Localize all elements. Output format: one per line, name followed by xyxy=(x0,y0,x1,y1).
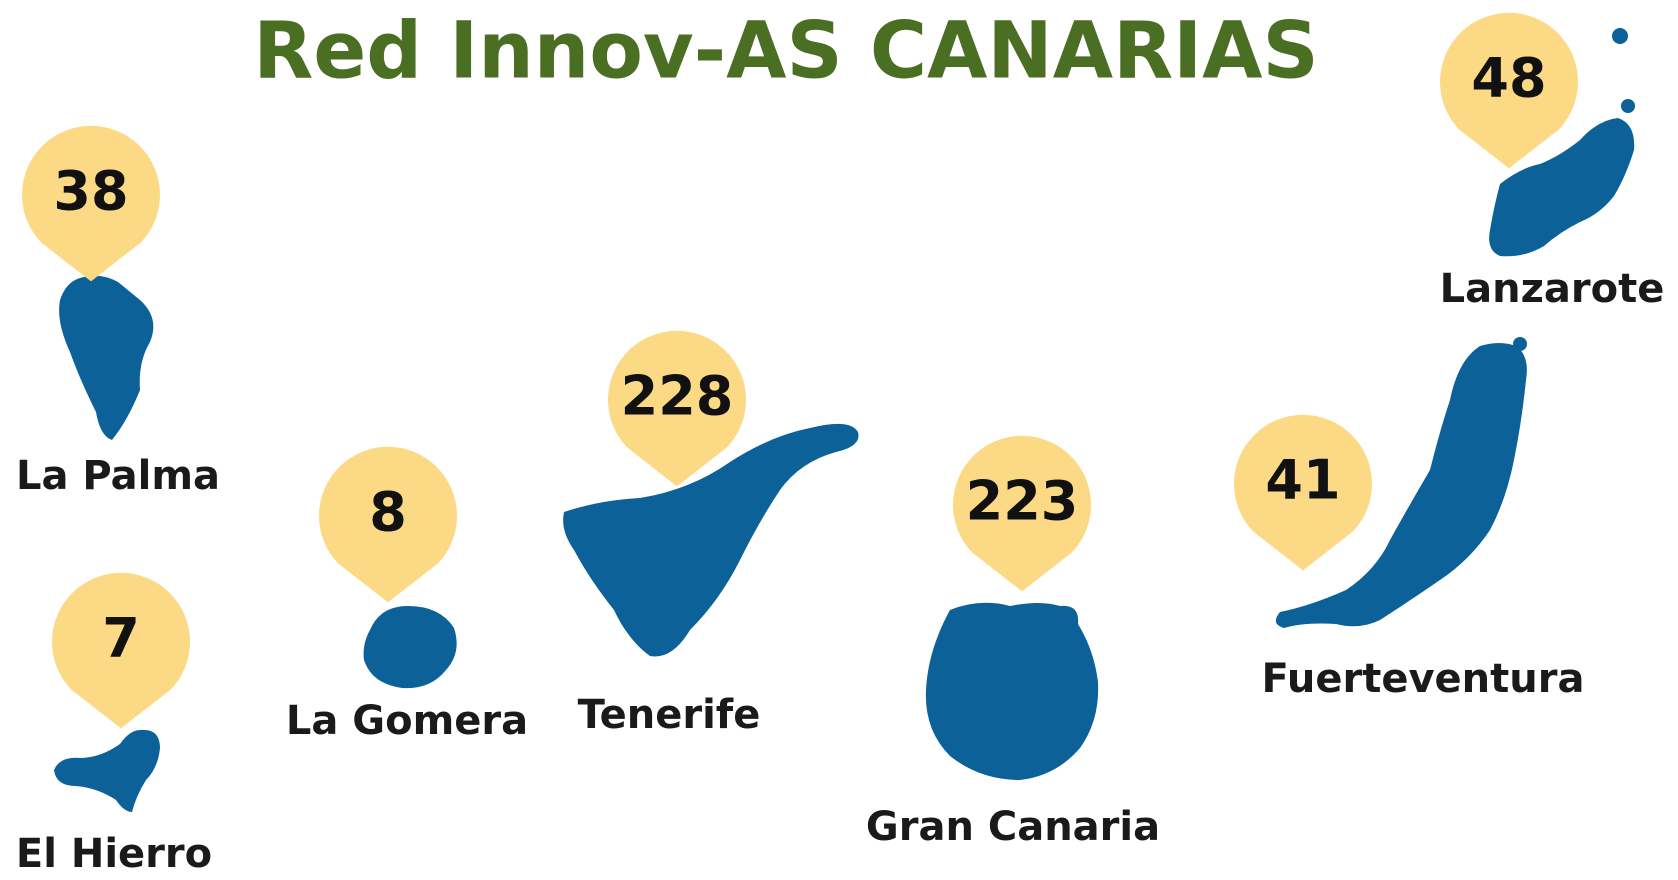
pin-count: 8 xyxy=(369,481,407,544)
pin-marker xyxy=(21,125,160,282)
pin-marker xyxy=(1234,414,1372,571)
map-title: Red Innov-AS CANARIAS xyxy=(253,6,1318,96)
island-label: Fuerteventura xyxy=(1262,656,1585,702)
pin-count: 38 xyxy=(53,160,128,223)
islands xyxy=(54,28,1635,812)
island-la-gomera xyxy=(363,606,457,689)
pin-count: 41 xyxy=(1265,449,1340,512)
pin-marker xyxy=(1440,12,1578,169)
islet xyxy=(1621,99,1635,113)
islet xyxy=(1612,28,1628,44)
pin-count: 7 xyxy=(102,607,140,670)
pin-count: 48 xyxy=(1471,47,1546,110)
island-fuerteventura xyxy=(1275,343,1527,628)
island-lanzarote xyxy=(1489,118,1635,257)
island-label: Gran Canaria xyxy=(866,804,1160,850)
island-label: El Hierro xyxy=(16,831,212,877)
island-gran-canaria xyxy=(925,602,1099,780)
island-label: La Palma xyxy=(16,453,220,499)
pin-count: 223 xyxy=(966,470,1079,533)
island-label: Tenerife xyxy=(578,692,761,738)
pins: 38 La Palma 7 El Hierro 8 La Gomera 228 Tenerif… xyxy=(16,12,1665,877)
pin-marker xyxy=(607,330,746,487)
island-label: La Gomera xyxy=(286,698,528,744)
pin-count: 228 xyxy=(621,365,734,428)
island-tenerife xyxy=(563,423,859,657)
island-la-palma xyxy=(59,275,154,440)
pin-marker xyxy=(52,572,190,729)
island-el-hierro xyxy=(54,729,160,812)
island-label: Lanzarote xyxy=(1440,266,1665,312)
pin-marker xyxy=(319,446,457,603)
islet xyxy=(1513,337,1527,351)
pin-marker xyxy=(953,435,1091,592)
